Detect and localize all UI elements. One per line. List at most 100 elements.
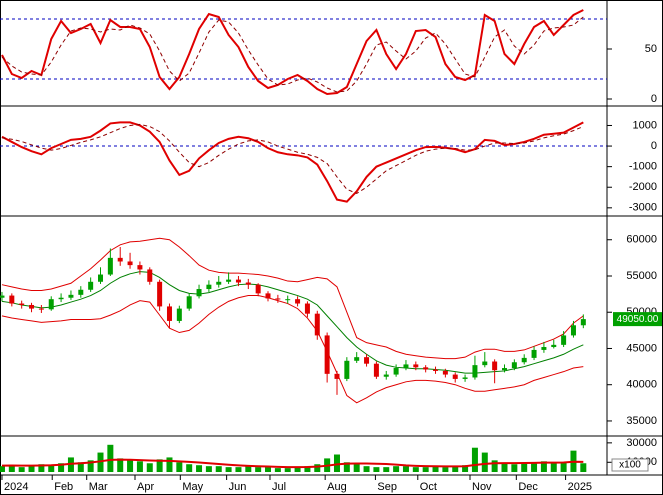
- candle-body: [275, 298, 281, 300]
- indicator-line: [1, 121, 584, 203]
- volume-bar: [48, 465, 55, 472]
- candle-body: [196, 289, 202, 297]
- volume-bar: [363, 466, 370, 472]
- volume-bar: [0, 466, 5, 472]
- volume-bar: [255, 467, 262, 472]
- volume-bar: [343, 462, 350, 472]
- candle-body: [393, 368, 399, 375]
- x-tick-label: Oct: [420, 481, 437, 493]
- unit-box: [611, 458, 649, 472]
- volume-bar: [215, 466, 222, 472]
- x-tick-label: Jul: [272, 481, 286, 493]
- x-tick-label: Apr: [137, 481, 154, 493]
- volume-average: [1, 458, 584, 469]
- volume-bar: [38, 464, 45, 472]
- band-line: [1, 295, 584, 404]
- volume-bar: [274, 468, 281, 472]
- x-tick-label: 2024: [4, 481, 28, 493]
- indicator-line: [1, 9, 584, 96]
- candle-body: [413, 364, 419, 368]
- y-tick-label: -2000: [629, 181, 657, 193]
- indicator-line: [1, 123, 584, 194]
- y-tick-label: 60000: [626, 234, 657, 246]
- y-tick-label: 0: [651, 93, 657, 105]
- candle-body: [107, 257, 113, 275]
- candle-body: [265, 293, 271, 299]
- y-tick-label: -3000: [629, 202, 657, 214]
- y-tick-label: 40000: [626, 379, 657, 391]
- band-line: [1, 237, 584, 360]
- volume-bar: [8, 465, 15, 472]
- candle-body: [166, 306, 172, 321]
- candle-body: [147, 269, 153, 282]
- candle-body: [226, 279, 232, 282]
- volume-bar: [205, 466, 212, 472]
- candle-body: [344, 360, 350, 379]
- band-line: [1, 271, 584, 374]
- volume-bar: [294, 467, 301, 472]
- y-tick-label: 50: [645, 43, 657, 55]
- candle-body: [452, 374, 458, 379]
- unit-label: x100: [619, 460, 641, 471]
- candle-body: [541, 347, 547, 350]
- volume-bar: [107, 444, 114, 472]
- volume-bar: [28, 466, 35, 472]
- y-tick-label: 35000: [626, 415, 657, 427]
- volume-bar: [521, 463, 528, 472]
- volume-bar: [540, 461, 547, 472]
- candle-body: [364, 357, 370, 364]
- x-tick-label: May: [182, 481, 203, 493]
- candle-body: [304, 303, 310, 314]
- candle-body: [216, 281, 222, 285]
- volume-bar: [265, 467, 272, 472]
- volume-bar: [550, 463, 557, 472]
- volume-bar: [196, 465, 203, 472]
- candle-body: [285, 299, 291, 301]
- candle-body: [157, 281, 163, 307]
- candle-body: [433, 369, 439, 371]
- candle-body: [78, 289, 84, 295]
- volume-bar: [87, 460, 94, 472]
- volume-bar: [402, 466, 409, 472]
- y-tick-label: -1000: [629, 161, 657, 173]
- candle-body: [235, 279, 241, 283]
- candle-body: [472, 365, 478, 378]
- candle-body: [38, 308, 44, 310]
- candle-body: [117, 257, 123, 262]
- volume-bar: [442, 467, 449, 472]
- volume-bar: [383, 467, 390, 472]
- candle-body: [295, 299, 301, 304]
- candle-body: [245, 282, 251, 285]
- candle-body: [19, 303, 25, 305]
- price-label: 49050.00: [617, 314, 659, 325]
- candle-body: [127, 261, 133, 266]
- candle-body: [354, 357, 360, 361]
- volume-bar: [432, 466, 439, 472]
- y-tick-label: 45000: [626, 342, 657, 354]
- volume-bar: [314, 464, 321, 472]
- volume-bar: [284, 468, 291, 472]
- candle-body: [68, 294, 74, 298]
- volume-bar: [422, 467, 429, 472]
- candle-body: [462, 377, 468, 379]
- candle-body: [324, 335, 330, 374]
- volume-bar: [18, 467, 25, 472]
- y-tick-label: 1000: [633, 119, 657, 131]
- volume-bar: [511, 464, 518, 472]
- candle-body: [511, 362, 517, 369]
- y-tick-label: 30000: [626, 437, 657, 449]
- candle-body: [561, 335, 567, 345]
- x-tick-label: Feb: [54, 481, 73, 493]
- candle-body: [48, 299, 54, 310]
- volume-bar: [304, 466, 311, 472]
- volume-bar: [245, 466, 252, 472]
- candle-body: [58, 297, 64, 300]
- candle-body: [9, 295, 15, 304]
- volume-bar: [501, 463, 508, 472]
- candle-body: [521, 357, 527, 363]
- candle-body: [531, 349, 537, 358]
- candle-body: [423, 367, 429, 370]
- volume-bar: [146, 463, 153, 472]
- candle-body: [551, 344, 557, 348]
